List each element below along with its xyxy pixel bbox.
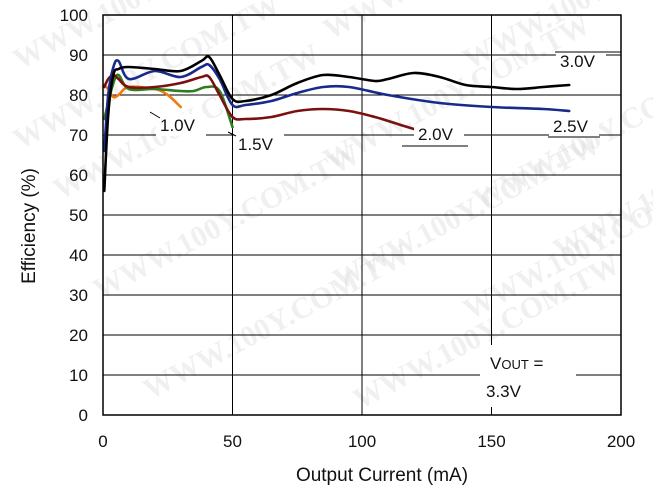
y-tick-label: 100 <box>60 6 88 25</box>
series-label-background <box>414 124 464 146</box>
series-label-leader <box>227 131 237 137</box>
x-tick-labels: 0 50 100 150 200 <box>98 432 635 451</box>
y-tick-label: 30 <box>69 286 88 305</box>
x-tick-label: 150 <box>477 432 505 451</box>
series-labels: 3.0V 2.5V 2.0V 1.5V 1.0V <box>149 51 621 155</box>
plot-frame <box>102 14 622 416</box>
series-lines <box>103 55 571 193</box>
series-label-2_5V: 2.5V <box>553 117 589 136</box>
y-tick-labels: 0 10 20 30 40 50 60 70 80 90 100 <box>60 6 88 425</box>
x-axis-title: Output Current (mA) <box>296 465 468 486</box>
series-label-1_0V: 1.0V <box>160 116 196 135</box>
y-tick-label: 60 <box>69 166 88 185</box>
y-tick-label: 50 <box>69 206 88 225</box>
x-tick-label: 100 <box>348 432 376 451</box>
y-tick-label: 40 <box>69 246 88 265</box>
series-line-3_0V <box>103 55 571 193</box>
vout-label: VOUT = <box>490 354 544 373</box>
y-tick-label: 90 <box>69 46 88 65</box>
x-tick-label: 0 <box>98 432 107 451</box>
series-label-leader <box>149 111 161 119</box>
y-tick-label: 80 <box>69 86 88 105</box>
series-label-background <box>549 116 599 138</box>
series-label-background <box>234 133 284 155</box>
y-tick-label: 0 <box>79 406 88 425</box>
vout-annotation: VOUT = 3.3V <box>480 345 576 407</box>
series-label-background <box>556 51 606 73</box>
series-line-2_5V <box>103 59 571 153</box>
series-label-3_0V: 3.0V <box>560 52 596 71</box>
x-tick-label: 50 <box>223 432 242 451</box>
vout-value: 3.3V <box>486 382 522 401</box>
vout-prefix: V <box>490 354 502 373</box>
y-axis-title: Efficiency (%) <box>19 168 40 284</box>
series-label-background <box>156 114 206 136</box>
vout-suffix: = <box>529 354 544 373</box>
y-tick-label: 20 <box>69 326 88 345</box>
series-line-2_0V <box>103 73 416 131</box>
series-label-2_0V: 2.0V <box>418 125 454 144</box>
y-tick-label: 70 <box>69 126 88 145</box>
x-tick-label: 200 <box>607 432 635 451</box>
series-label-1_5V: 1.5V <box>238 135 274 154</box>
y-tick-label: 10 <box>69 366 88 385</box>
vout-subscript: OUT <box>501 357 529 372</box>
